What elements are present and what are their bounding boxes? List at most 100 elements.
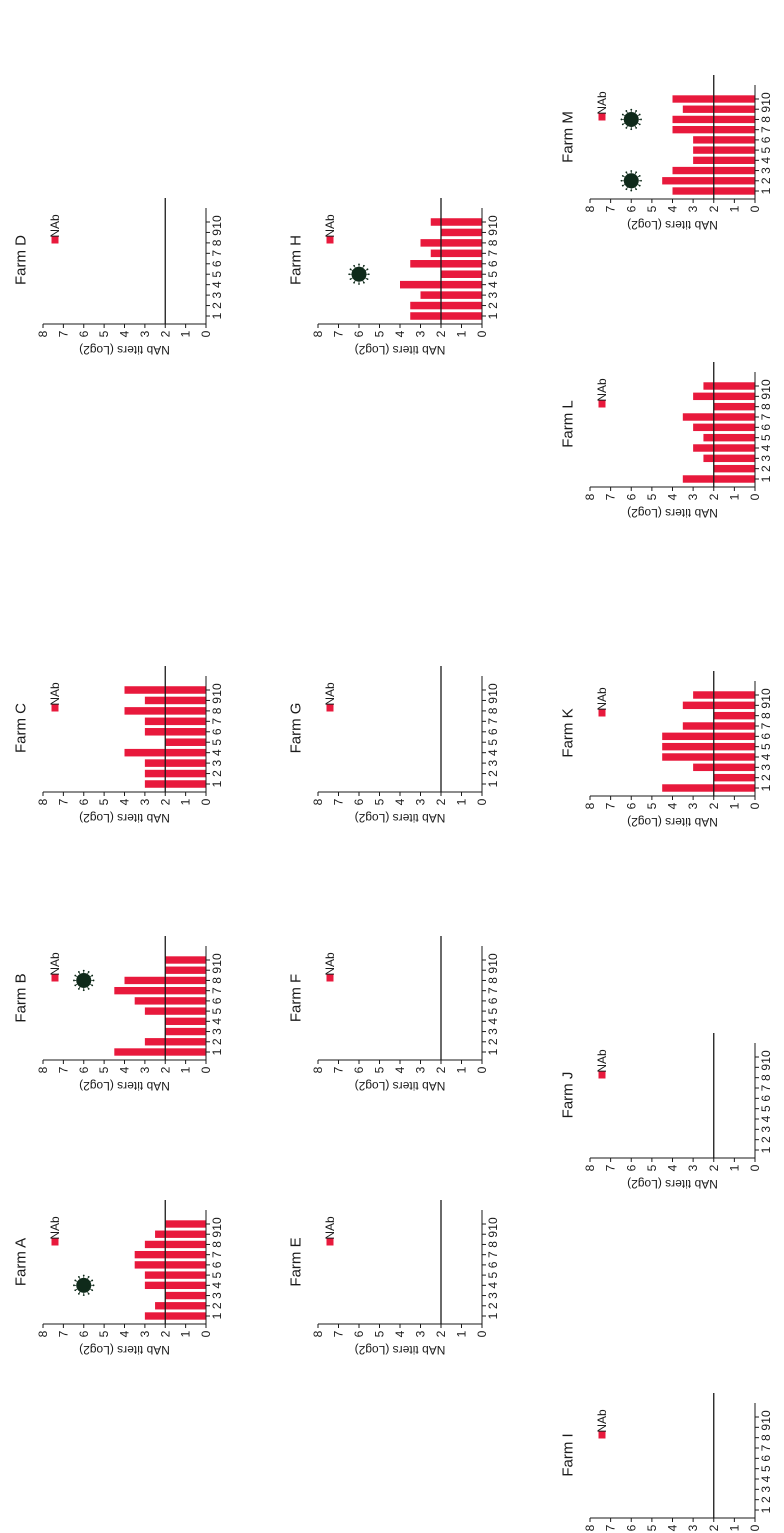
category-tick-label: 6 [486, 260, 500, 267]
value-tick-label: 2 [434, 1066, 448, 1073]
category-tick-label: 10 [486, 953, 500, 967]
category-tick-label: 4 [486, 1282, 500, 1289]
panel-title: Farm D [13, 235, 30, 285]
value-tick-label: 8 [583, 802, 597, 809]
y-axis-label: NAb titers (Log2) [627, 506, 718, 520]
category-tick-label: 5 [210, 1007, 224, 1014]
value-tick-label: 0 [475, 330, 489, 337]
bar-farm-b-10 [165, 956, 206, 964]
bar-farm-b-4 [165, 1017, 206, 1026]
bar-farm-m-2 [662, 177, 755, 185]
bar-farm-l-9 [693, 392, 755, 401]
value-tick-label: 7 [56, 1066, 70, 1073]
category-tick-label: 8 [210, 239, 224, 246]
category-tick-label: 2 [486, 1038, 500, 1045]
category-tick-label: 9 [759, 1424, 773, 1431]
value-tick-label: 1 [179, 798, 193, 805]
category-tick-label: 2 [759, 1496, 773, 1503]
category-tick-label: 2 [486, 302, 500, 309]
legend-label: NAb [48, 214, 62, 238]
panel-title: Farm J [560, 1072, 577, 1119]
category-tick-label: 6 [759, 1455, 773, 1462]
category-tick-label: 3 [210, 291, 224, 298]
value-tick-label: 6 [624, 1524, 638, 1531]
legend-swatch [598, 1071, 606, 1079]
value-tick-label: 5 [645, 1524, 659, 1531]
bar-farm-b-2 [144, 1038, 206, 1046]
bar-farm-a-8 [144, 1240, 206, 1249]
category-tick-label: 10 [759, 688, 773, 702]
value-tick-label: 2 [707, 1164, 721, 1171]
value-tick-label: 0 [199, 1066, 213, 1073]
bar-farm-b-1 [114, 1048, 206, 1056]
legend-label: NAb [323, 214, 337, 238]
legend-swatch [326, 236, 334, 244]
category-tick-label: 3 [759, 167, 773, 174]
category-tick-label: 9 [210, 1231, 224, 1238]
value-tick-label: 7 [56, 1330, 70, 1337]
category-tick-label: 2 [759, 774, 773, 781]
category-tick-label: 8 [759, 1434, 773, 1441]
category-tick-label: 4 [759, 1115, 773, 1122]
category-tick-label: 5 [759, 146, 773, 153]
category-tick-label: 3 [210, 1292, 224, 1299]
value-tick-label: 2 [158, 1330, 172, 1337]
bar-farm-l-8 [713, 402, 755, 411]
value-tick-label: 8 [36, 330, 50, 337]
y-axis-label: NAb titers (Log2) [79, 811, 170, 825]
value-tick-label: 6 [77, 1066, 91, 1073]
value-tick-label: 4 [666, 1164, 680, 1171]
category-tick-label: 7 [759, 1084, 773, 1091]
value-tick-label: 5 [97, 798, 111, 805]
value-tick-label: 2 [434, 330, 448, 337]
virus-icon [348, 263, 370, 285]
category-tick-label: 7 [486, 1251, 500, 1258]
bar-farm-a-1 [144, 1312, 206, 1320]
category-tick-label: 6 [759, 1095, 773, 1102]
panel-title: Farm B [13, 973, 30, 1022]
value-tick-label: 6 [77, 330, 91, 337]
category-tick-label: 6 [486, 997, 500, 1004]
category-tick-label: 10 [210, 215, 224, 229]
virus-icon [73, 969, 95, 992]
category-tick-label: 3 [486, 291, 500, 298]
bar-farm-a-6 [134, 1261, 206, 1269]
category-tick-label: 9 [486, 967, 500, 974]
bar-farm-c-1 [144, 780, 206, 788]
bar-farm-k-3 [693, 763, 755, 772]
panel-title: Farm H [288, 235, 305, 285]
category-tick-label: 1 [210, 1312, 224, 1319]
category-tick-label: 7 [486, 987, 500, 994]
panel-title: Farm L [560, 400, 577, 448]
value-tick-label: 0 [748, 493, 762, 500]
category-tick-label: 9 [759, 1064, 773, 1071]
bar-farm-b-5 [144, 1007, 206, 1015]
value-tick-label: 6 [352, 798, 366, 805]
legend-label: NAb [323, 682, 337, 706]
category-tick-label: 1 [759, 1146, 773, 1153]
y-axis-label: NAb titers (Log2) [79, 343, 170, 357]
value-tick-label: 1 [727, 493, 741, 500]
category-tick-label: 3 [486, 1292, 500, 1299]
value-tick-label: 1 [455, 1066, 469, 1073]
bar-farm-m-6 [693, 136, 755, 144]
category-tick-label: 1 [759, 475, 773, 482]
category-tick-label: 5 [759, 1465, 773, 1472]
value-tick-label: 7 [604, 493, 618, 500]
value-tick-label: 0 [475, 798, 489, 805]
category-tick-label: 10 [759, 379, 773, 393]
bar-farm-m-4 [693, 156, 755, 165]
value-tick-label: 8 [311, 798, 325, 805]
category-tick-label: 4 [486, 749, 500, 756]
category-tick-label: 1 [486, 1312, 500, 1319]
category-tick-label: 5 [486, 271, 500, 278]
category-tick-label: 8 [759, 116, 773, 123]
value-tick-label: 5 [373, 330, 387, 337]
value-tick-label: 2 [707, 1524, 721, 1531]
category-tick-label: 4 [210, 1018, 224, 1025]
